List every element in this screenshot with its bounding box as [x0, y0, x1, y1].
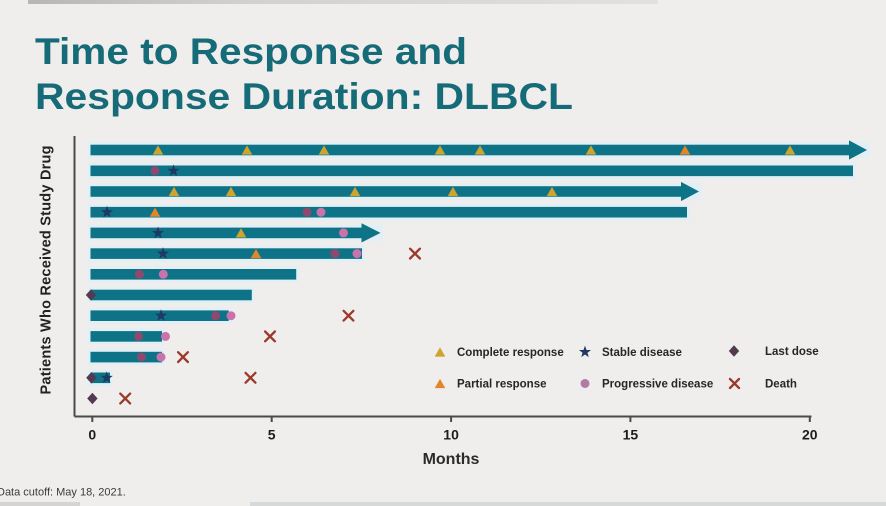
- svg-text:Partial response: Partial response: [457, 378, 546, 390]
- svg-text:20: 20: [802, 427, 818, 443]
- svg-text:0: 0: [88, 427, 96, 443]
- svg-text:10: 10: [443, 427, 459, 443]
- svg-text:Progressive disease: Progressive disease: [602, 378, 713, 390]
- svg-text:Time to Response and: Time to Response and: [35, 31, 467, 72]
- svg-text:Response Duration: DLBCL: Response Duration: DLBCL: [35, 76, 573, 117]
- svg-text:Last dose: Last dose: [765, 346, 819, 358]
- svg-text:15: 15: [623, 427, 639, 443]
- svg-text:Patients Who Received Study Dr: Patients Who Received Study Drug: [39, 146, 55, 395]
- svg-text:Death: Death: [765, 378, 797, 390]
- svg-text:Data cutoff: May 18, 2021.: Data cutoff: May 18, 2021.: [0, 487, 126, 499]
- svg-text:Complete response: Complete response: [457, 347, 564, 359]
- svg-text:Stable disease: Stable disease: [602, 347, 682, 359]
- svg-text:Months: Months: [423, 451, 480, 468]
- svg-text:5: 5: [268, 427, 276, 443]
